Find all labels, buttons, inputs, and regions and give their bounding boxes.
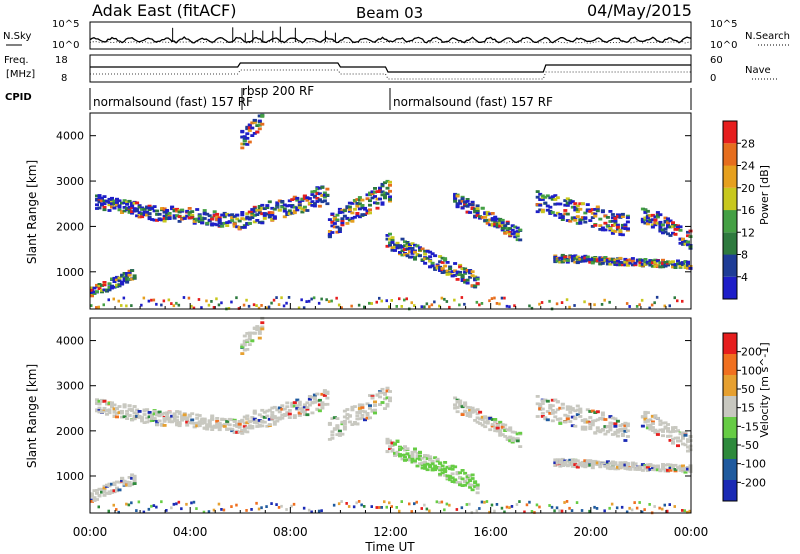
freq-tick-top: 18: [55, 55, 68, 66]
freq-line: [90, 62, 691, 73]
colorbar-tick-1-1: 100: [741, 364, 762, 377]
freq-label-bottom: [MHz]: [6, 69, 35, 80]
x-tick-labels: 00:00 04:00 08:00 12:00 16:00 20:00 00:00: [73, 525, 709, 539]
colorbar-tick-0-6: 4: [741, 271, 748, 284]
velocity-ylabel: Slant Range [km]: [25, 364, 39, 468]
colorbar-tick-0-2: 20: [741, 182, 755, 195]
cpid-label: CPID: [5, 92, 32, 103]
colorbar-tick-0-0: 28: [741, 137, 755, 150]
power-ylabel: Slant Range [km]: [25, 160, 39, 264]
noise-right-tick-bottom: 10^0: [710, 40, 737, 51]
cpid-segment-3: normalsound (fast) 157 RF: [393, 95, 553, 109]
freq-panel: Freq. [MHz] 18 8 60 0 Nave: [4, 54, 778, 84]
colorbar-tick-0-1: 24: [741, 160, 755, 173]
y-tick-0-3: 1000: [56, 266, 84, 279]
colorbar-tick-0-5: 8: [741, 249, 748, 262]
radar-title: Adak East (fitACF): [92, 1, 236, 20]
colorbar-swatch-1-3: [723, 417, 737, 438]
noise-left-tick-bottom: 10^0: [52, 40, 79, 51]
freq-label-top: Freq.: [4, 55, 29, 66]
colorbar-swatch-1-6: [723, 354, 737, 375]
y-tick-0-0: 4000: [56, 130, 84, 143]
noise-panel: N.Sky 10^5 10^0 10^5 10^0 N.Search: [3, 19, 790, 51]
nave-tick-top: 60: [710, 55, 723, 66]
colorbar-tick-1-3: 15: [741, 402, 755, 415]
nave-tick-bottom: 0: [710, 73, 716, 84]
x-tick-2: 08:00: [273, 525, 308, 539]
power-panel: 4000 3000 2000 1000 Slant Range [km] 28 24 20…: [25, 112, 771, 311]
colorbar-tick-1-5: -50: [741, 439, 759, 452]
colorbar-swatch-1-1: [723, 459, 737, 480]
colorbar-tick-1-6: -100: [741, 458, 766, 471]
date-title: 04/May/2015: [587, 1, 692, 20]
noise-left-tick-top: 10^5: [52, 19, 79, 30]
power-data: [90, 113, 693, 311]
velocity-colorbar: 200 100 50 15 -15 -50 -100 -200: [722, 332, 766, 502]
power-colorbar-label: Power [dB]: [758, 165, 771, 225]
noise-spikes: [172, 26, 336, 42]
colorbar-swatch-0-4: [723, 187, 737, 211]
colorbar-tick-1-2: 50: [741, 383, 755, 396]
y-tick-1-0: 4000: [56, 335, 84, 348]
velocity-panel: 4000 3000 2000 1000 Slant Range [km] 200 100…: [25, 316, 771, 515]
x-tick-0: 00:00: [73, 525, 108, 539]
colorbar-tick-1-7: -200: [741, 476, 766, 489]
cpid-segment-2: rbsp 200 RF: [242, 84, 314, 98]
colorbar-tick-1-4: -15: [741, 420, 759, 433]
cpid-segment-1: normalsound (fast) 157 RF: [93, 95, 253, 109]
velocity-data: [90, 316, 693, 515]
colorbar-swatch-0-6: [723, 143, 737, 166]
colorbar-tick-0-4: 12: [741, 226, 755, 239]
colorbar-swatch-0-3: [723, 210, 737, 233]
y-tick-0-2: 2000: [56, 220, 84, 233]
noise-sky-line: [89, 36, 692, 44]
colorbar-swatch-1-7: [723, 333, 737, 354]
colorbar-swatch-1-2: [723, 438, 737, 459]
colorbar-swatch-0-1: [723, 254, 737, 277]
noise-right-tick-top: 10^5: [710, 19, 737, 30]
colorbar-swatch-0-5: [723, 165, 737, 188]
colorbar-swatch-1-0: [723, 480, 737, 501]
noise-search-line: [89, 41, 692, 44]
noise-search-label: N.Search: [745, 31, 790, 42]
colorbar-tick-1-0: 200: [741, 346, 762, 359]
y-tick-1-2: 2000: [56, 425, 84, 438]
nave-line: [90, 69, 691, 80]
colorbar-tick-0-3: 16: [741, 204, 755, 217]
y-tick-0-1: 3000: [56, 175, 84, 188]
x-tick-3: 12:00: [373, 525, 408, 539]
colorbar-swatch-0-0: [723, 276, 737, 300]
y-tick-1-3: 1000: [56, 470, 84, 483]
x-axis-label: Time UT: [364, 540, 415, 554]
noise-sky-label: N.Sky: [3, 31, 31, 42]
y-tick-1-1: 3000: [56, 380, 84, 393]
x-tick-6: 00:00: [674, 525, 709, 539]
power-colorbar: 28 24 20 16 12 8 4: [722, 120, 755, 300]
colorbar-swatch-1-5: [723, 375, 737, 396]
x-tick-5: 20:00: [574, 525, 609, 539]
x-tick-4: 16:00: [473, 525, 508, 539]
freq-tick-bottom: 8: [61, 73, 67, 84]
colorbar-swatch-1-4: [723, 396, 737, 417]
colorbar-swatch-0-7: [723, 121, 737, 144]
x-tick-1: 04:00: [173, 525, 208, 539]
nave-label: Nave: [745, 65, 771, 76]
velocity-colorbar-label: Velocity [m s^-1]: [758, 342, 771, 437]
colorbar-swatch-0-2: [723, 232, 737, 255]
cpid-row: CPID normalsound (fast) 157 RF rbsp 200 …: [5, 84, 692, 110]
beam-title: Beam 03: [356, 4, 423, 22]
